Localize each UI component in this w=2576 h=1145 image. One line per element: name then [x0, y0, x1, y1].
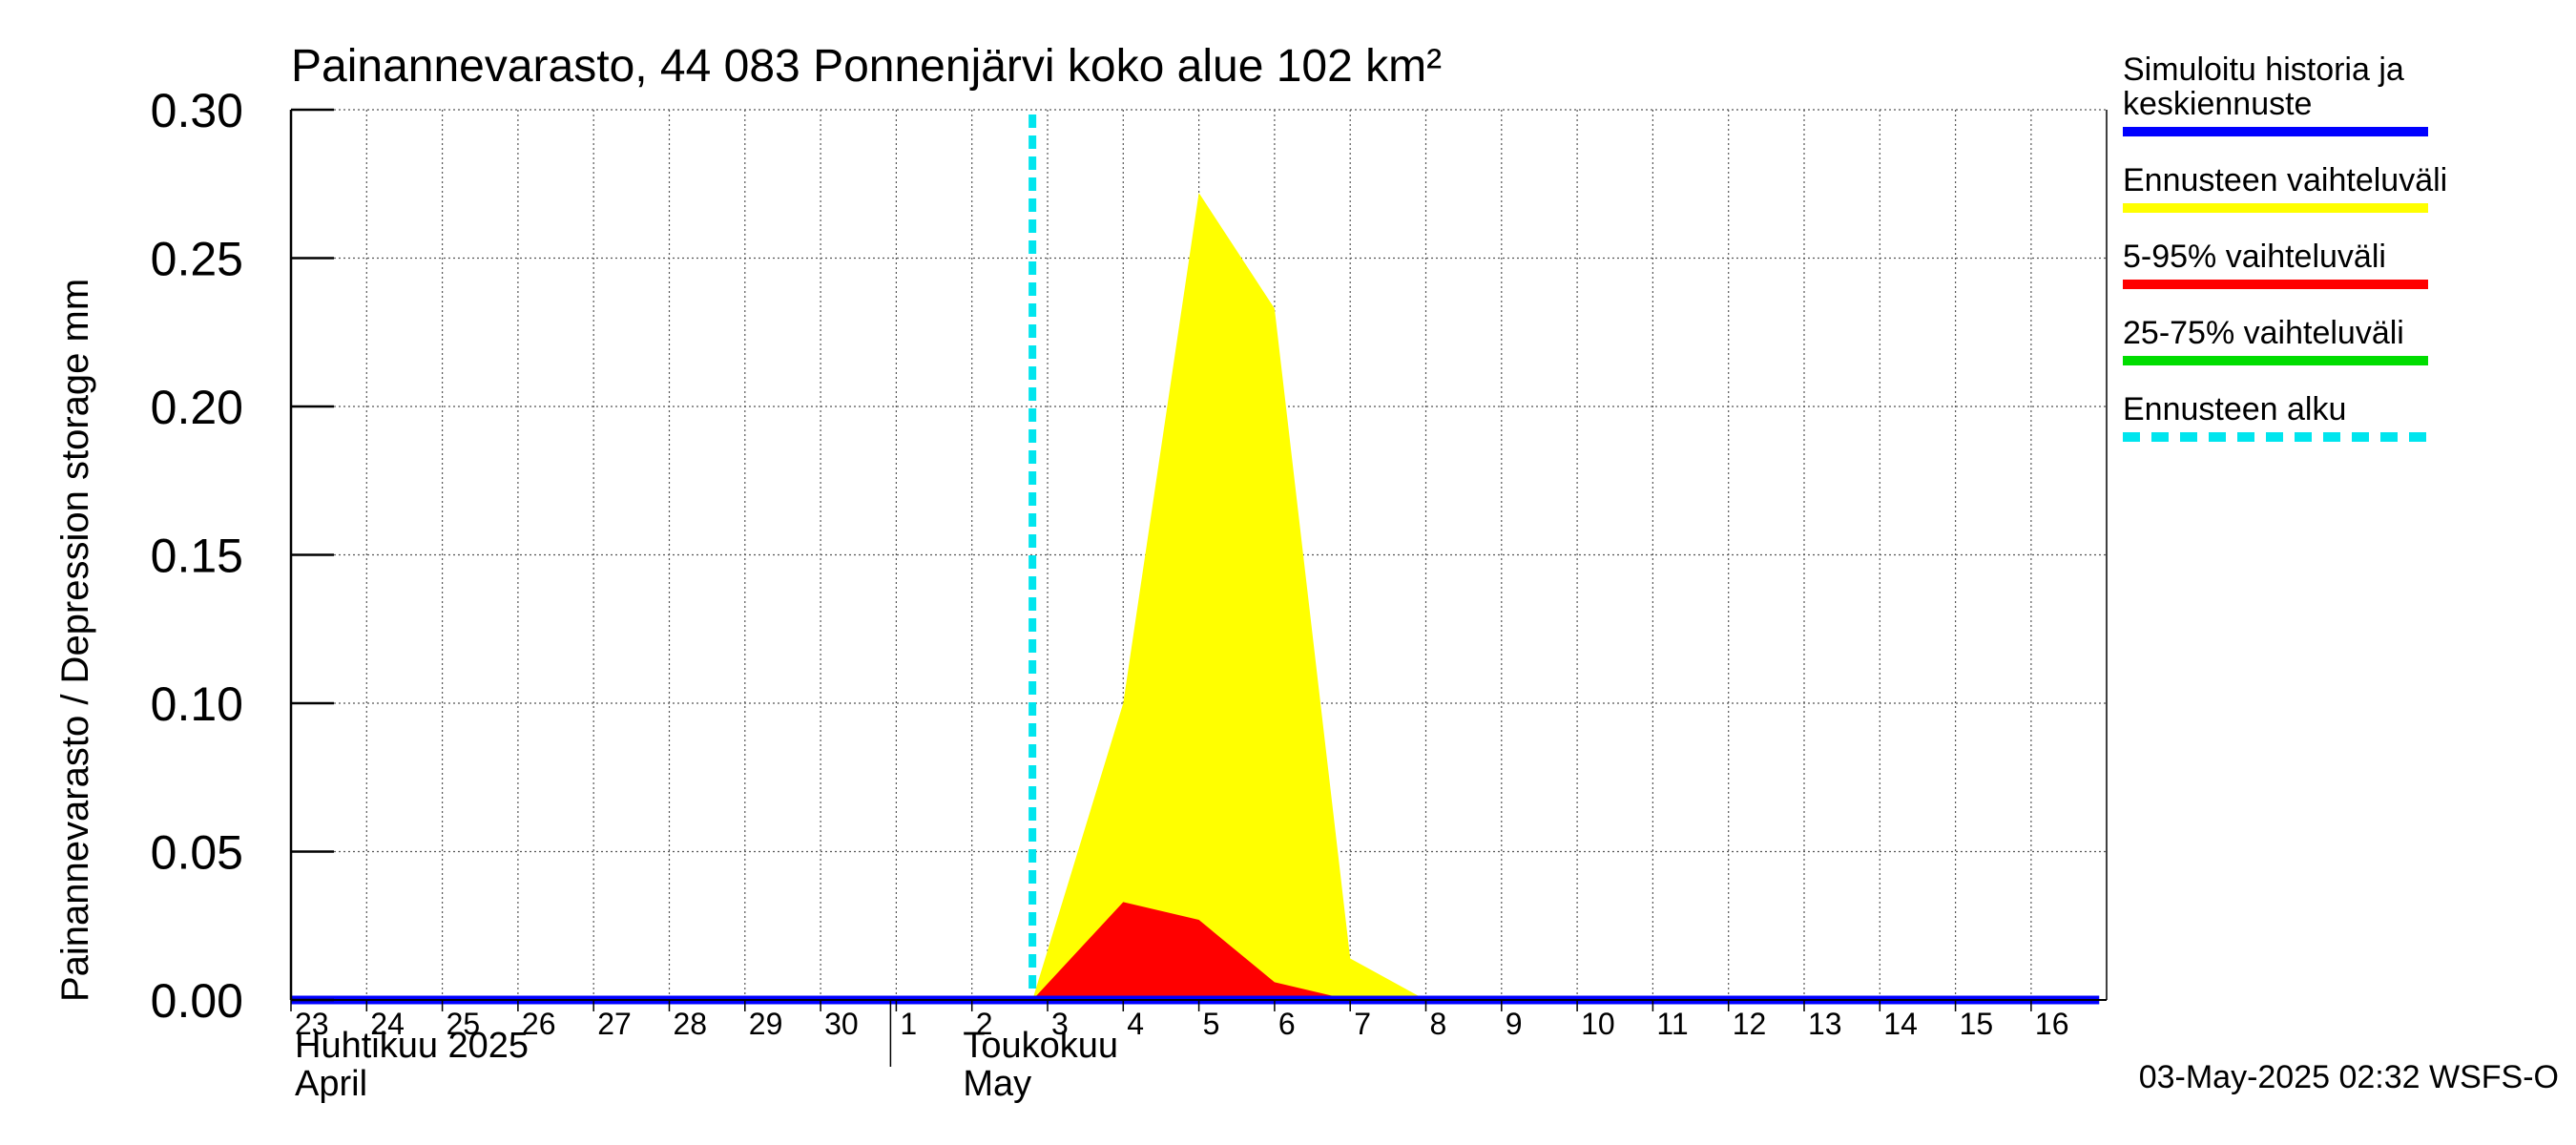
x-tick-label: 7 [1354, 1007, 1371, 1041]
x-tick-label: 29 [749, 1007, 783, 1041]
x-tick-label: 27 [597, 1007, 632, 1041]
x-tick-label: 16 [2035, 1007, 2069, 1041]
x-tick-label: 26 [522, 1007, 556, 1041]
legend-label: 25-75% vaihteluväli [2123, 315, 2404, 351]
x-tick-label: 24 [370, 1007, 405, 1041]
legend-label: Simuloitu historia ja keskiennuste [2123, 52, 2404, 122]
y-tick-label: 0.25 [151, 233, 243, 286]
axes [289, 108, 2108, 1067]
x-tick-label: 14 [1883, 1007, 1918, 1041]
x-tick-label: 12 [1733, 1007, 1767, 1041]
month-label-fi: Toukokuu [963, 1026, 1118, 1066]
legend-entry: 5-95% vaihteluväli [2123, 239, 2504, 289]
timestamp-stamp: 03-May-2025 02:32 WSFS-O [2138, 1059, 2559, 1095]
legend: Simuloitu historia ja keskiennuste Ennust… [2123, 52, 2504, 468]
x-tick-label: 3 [1051, 1007, 1069, 1041]
legend-entry: Ennusteen alku [2123, 392, 2504, 442]
series-area-5-95-vaihteluv-li [1032, 902, 1426, 1000]
y-tick-label: 0.20 [151, 381, 243, 434]
legend-swatch [2123, 356, 2428, 365]
month-label-en: May [963, 1064, 1031, 1104]
x-tick-label: 10 [1581, 1007, 1615, 1041]
x-tick-label: 2 [976, 1007, 993, 1041]
x-tick-label: 15 [1960, 1007, 1994, 1041]
x-tick-label: 5 [1203, 1007, 1220, 1041]
x-tick-label: 13 [1808, 1007, 1842, 1041]
y-tick-label: 0.30 [151, 84, 243, 137]
legend-swatch [2123, 280, 2428, 289]
chart-title: Painannevarasto, 44 083 Ponnenjärvi koko… [291, 41, 1442, 92]
legend-swatch [2123, 432, 2428, 442]
x-tick-label: 23 [295, 1007, 329, 1041]
legend-entry: Ennusteen vaihteluväli [2123, 163, 2504, 213]
series-area-ennusteen-vaihteluv-li [1032, 193, 1426, 1000]
y-axis-label: Painannevarasto / Depression storage mm [54, 279, 96, 1002]
legend-swatch [2123, 127, 2428, 136]
legend-label: Ennusteen alku [2123, 391, 2347, 427]
x-tick-label: 8 [1430, 1007, 1447, 1041]
y-tick-label: 0.10 [151, 677, 243, 731]
legend-label: 5-95% vaihteluväli [2123, 239, 2386, 275]
x-tick-label: 6 [1278, 1007, 1296, 1041]
x-tick-label: 1 [900, 1007, 917, 1041]
y-tick-label: 0.05 [151, 826, 243, 880]
month-label-en: April [295, 1064, 367, 1104]
x-tick-label: 4 [1127, 1007, 1144, 1041]
x-tick-label: 30 [824, 1007, 859, 1041]
legend-entry: 25-75% vaihteluväli [2123, 316, 2504, 365]
x-tick-label: 9 [1506, 1007, 1523, 1041]
x-tick-label: 25 [447, 1007, 481, 1041]
x-tick-label: 28 [674, 1007, 708, 1041]
forecast-areas [1032, 193, 1426, 1000]
y-tick-label: 0.15 [151, 530, 243, 583]
legend-swatch [2123, 203, 2428, 213]
y-tick-label: 0.00 [151, 974, 243, 1028]
legend-label: Ennusteen vaihteluväli [2123, 162, 2448, 198]
legend-entry: Simuloitu historia ja keskiennuste [2123, 52, 2504, 136]
x-tick-label: 11 [1656, 1007, 1688, 1041]
month-label-fi: Huhtikuu 2025 [295, 1026, 529, 1066]
